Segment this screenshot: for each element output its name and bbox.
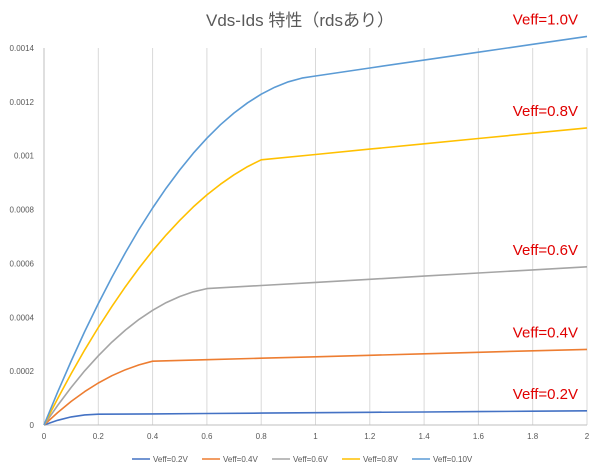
- x-tick-label: 1.6: [473, 432, 485, 441]
- legend: Veff=0.2V Veff=0.4V Veff=0.6V Veff=0.8V Veff…: [132, 455, 473, 464]
- legend-label-5: Veff=0.10V: [433, 455, 473, 464]
- series-annotation-5: Veff=1.0V: [513, 11, 578, 28]
- series-annotation-2: Veff=0.4V: [513, 324, 578, 341]
- x-tick-label: 0.8: [256, 432, 268, 441]
- series-annotations: Veff=0.2V Veff=0.4V Veff=0.6V Veff=0.8V Veff…: [513, 11, 578, 402]
- series-line-4: [43, 127, 588, 426]
- legend-label-3: Veff=0.6V: [293, 455, 328, 464]
- series-line-2: [43, 348, 588, 426]
- series-annotation-4: Veff=0.8V: [513, 103, 578, 120]
- series-lines: [43, 35, 588, 426]
- x-tick-label: 1.2: [364, 432, 376, 441]
- y-tick-label: 0.0014: [10, 44, 35, 53]
- y-tick-label: 0.0002: [10, 367, 35, 376]
- x-tick-label: 0.6: [201, 432, 213, 441]
- chart-title: Vds-Ids 特性（rdsあり）: [206, 11, 394, 30]
- legend-label-4: Veff=0.8V: [363, 455, 398, 464]
- series-line-5: [43, 35, 588, 426]
- y-tick-label: 0.001: [14, 152, 35, 161]
- series-annotation-3: Veff=0.6V: [513, 242, 578, 259]
- legend-label-2: Veff=0.4V: [223, 455, 258, 464]
- series-annotation-1: Veff=0.2V: [513, 386, 578, 403]
- axes: [43, 48, 587, 426]
- tick-labels: 0 0.2 0.4 0.6 0.8 1 1.2 1.4 1.6 1.8 2 0 0.0002 0.0004…: [10, 44, 590, 441]
- series-line-3: [43, 266, 588, 426]
- y-tick-label: 0.0004: [10, 313, 35, 322]
- x-tick-label: 0: [42, 432, 47, 441]
- y-tick-label: 0.0008: [10, 206, 35, 215]
- x-tick-label: 1.4: [419, 432, 431, 441]
- series-line-1: [43, 410, 588, 426]
- gridlines: [97, 48, 588, 425]
- y-tick-label: 0.0012: [10, 98, 35, 107]
- x-tick-label: 1.8: [527, 432, 539, 441]
- x-tick-label: 1: [313, 432, 318, 441]
- x-tick-label: 2: [585, 432, 590, 441]
- y-tick-label: 0.0006: [10, 259, 35, 268]
- legend-label-1: Veff=0.2V: [153, 455, 188, 464]
- x-tick-label: 0.2: [93, 432, 105, 441]
- y-tick-label: 0: [30, 421, 35, 430]
- x-tick-label: 0.4: [147, 432, 159, 441]
